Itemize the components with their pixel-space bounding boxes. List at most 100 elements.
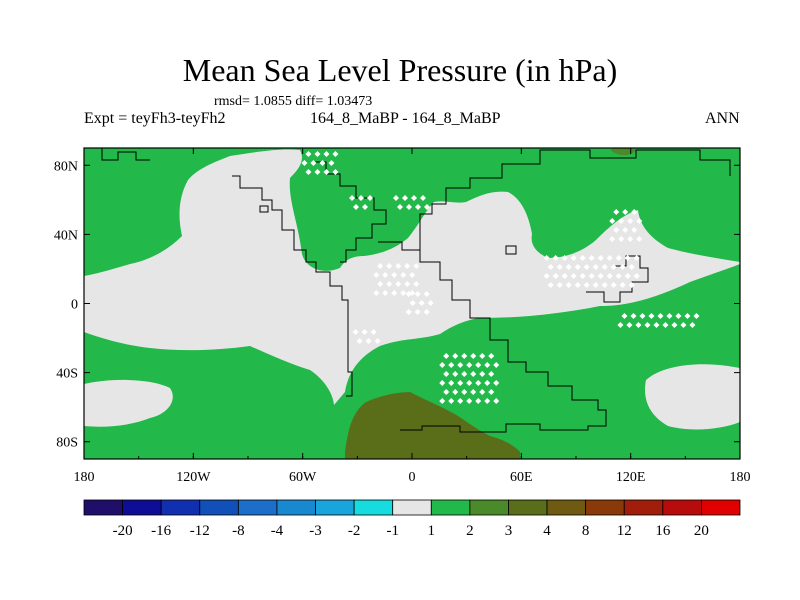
- field-hatch-mark: [635, 322, 642, 328]
- field-hatch-mark: [332, 169, 339, 175]
- field-hatch-mark: [610, 264, 617, 270]
- colorbar-swatch: [276, 499, 316, 516]
- field-hatch-mark: [666, 313, 673, 319]
- field-hatch-mark: [484, 380, 491, 386]
- field-hatch-mark: [305, 169, 312, 175]
- field-hatch-mark: [601, 282, 608, 288]
- field-hatch-mark: [565, 264, 572, 270]
- field-hatch-mark: [461, 353, 468, 359]
- y-tick-label: 80S: [56, 436, 78, 451]
- field-hatch-mark: [475, 380, 482, 386]
- colorbar-label: -3: [309, 523, 322, 539]
- field-hatch-mark: [404, 281, 411, 287]
- continent-outline: [505, 245, 517, 255]
- field-hatch-mark: [606, 273, 613, 279]
- field-hatch-mark: [377, 281, 384, 287]
- field-hatch-mark: [615, 255, 622, 261]
- field-hatch-mark: [466, 362, 473, 368]
- field-hatch-mark: [470, 389, 477, 395]
- field-hatch-mark: [423, 309, 430, 315]
- colorbar-label: -4: [271, 523, 284, 539]
- field-hatch-mark: [323, 169, 330, 175]
- field-hatch-mark: [488, 371, 495, 377]
- field-hatch-mark: [475, 398, 482, 404]
- field-hatch-mark: [636, 218, 643, 224]
- field-hatch-mark: [402, 195, 408, 201]
- field-hatch-mark: [609, 218, 616, 224]
- field-hatch-mark: [552, 255, 559, 261]
- field-hatch-mark: [552, 273, 559, 279]
- colorbar-swatch: [701, 499, 741, 516]
- y-tick-label: 40S: [56, 367, 78, 382]
- field-hatch-mark: [370, 329, 377, 335]
- field-hatch-mark: [583, 282, 590, 288]
- field-hatch-mark: [367, 195, 373, 201]
- field-hatch-mark: [626, 322, 633, 328]
- field-hatch-mark: [470, 371, 477, 377]
- colorbar-swatch: [508, 499, 548, 516]
- continent-outline: [419, 149, 731, 250]
- field-hatch-mark: [413, 263, 420, 269]
- field-hatch-mark: [662, 322, 669, 328]
- colorbar-label: -12: [190, 523, 210, 539]
- field-hatch-mark: [443, 371, 450, 377]
- field-hatch-mark: [631, 227, 638, 233]
- field-hatch-mark: [420, 195, 426, 201]
- field-hatch-mark: [349, 195, 355, 201]
- field-hatch-mark: [424, 204, 430, 210]
- field-hatch-mark: [633, 273, 640, 279]
- field-hatch-mark: [493, 398, 500, 404]
- field-hatch-mark: [588, 255, 595, 261]
- field-hatch-mark: [361, 329, 368, 335]
- field-hatch-mark: [479, 353, 486, 359]
- field-hatch-mark: [619, 264, 626, 270]
- field-hatch-mark: [613, 209, 620, 215]
- field-hatch-mark: [439, 398, 446, 404]
- field-hatch-mark: [414, 309, 421, 315]
- field-hatch-mark: [405, 291, 412, 297]
- field-hatch-layer: [301, 151, 700, 404]
- field-hatch-mark: [443, 353, 450, 359]
- field-hatch-mark: [386, 263, 393, 269]
- field-hatch-mark: [657, 313, 664, 319]
- field-near-zero-region: [644, 364, 740, 430]
- field-hatch-mark: [592, 282, 599, 288]
- field-hatch-mark: [448, 362, 455, 368]
- field-hatch-mark: [627, 236, 634, 242]
- x-tick-label: 180: [74, 470, 95, 485]
- field-hatch-mark: [457, 398, 464, 404]
- field-hatch-mark: [395, 263, 402, 269]
- y-tick-label: 40N: [54, 228, 78, 243]
- field-hatch-mark: [393, 195, 399, 201]
- field-hatch-mark: [391, 290, 398, 296]
- colorbar-swatch: [585, 499, 625, 516]
- field-hatch-mark: [597, 273, 604, 279]
- colorbar-label: 2: [466, 523, 474, 539]
- colorbar-label: 20: [694, 523, 709, 539]
- field-hatch-mark: [310, 160, 317, 166]
- field-hatch-mark: [314, 151, 321, 157]
- season-label: ANN: [705, 110, 740, 127]
- field-hatch-mark: [543, 273, 550, 279]
- field-hatch-mark: [606, 255, 613, 261]
- field-hatch-mark: [631, 209, 638, 215]
- field-hatch-mark: [427, 300, 434, 306]
- field-hatch-mark: [362, 204, 368, 210]
- field-hatch-mark: [624, 255, 631, 261]
- field-hatch-mark: [609, 236, 616, 242]
- field-hatch-mark: [621, 313, 628, 319]
- field-hatch-mark: [484, 398, 491, 404]
- field-hatch-mark: [395, 281, 402, 287]
- field-hatch-mark: [404, 263, 411, 269]
- field-hatch-mark: [693, 313, 700, 319]
- x-tick-label: 60W: [289, 470, 317, 485]
- field-hatch-mark: [466, 380, 473, 386]
- field-hatch-mark: [653, 322, 660, 328]
- field-hatch-mark: [461, 389, 468, 395]
- colorbar-label: -1: [386, 523, 399, 539]
- field-hatch-mark: [675, 313, 682, 319]
- field-hatch-mark: [301, 160, 308, 166]
- y-tick-label: 0: [71, 298, 78, 313]
- field-hatch-mark: [592, 264, 599, 270]
